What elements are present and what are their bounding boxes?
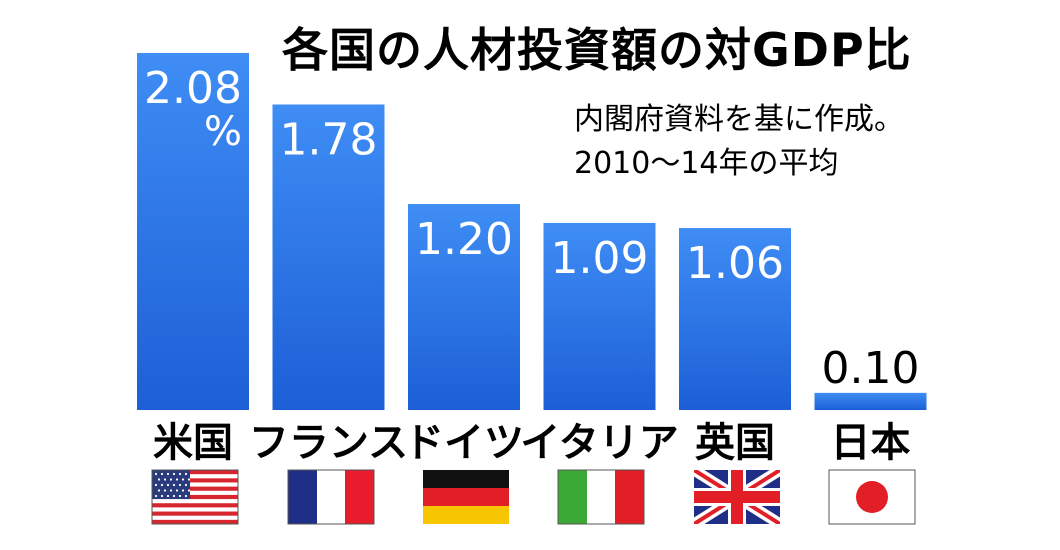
unit-label: % — [204, 109, 242, 155]
category-label-4: 英国 — [695, 420, 775, 466]
value-label-2: 1.20 — [415, 214, 513, 265]
italy-flag-icon — [557, 469, 645, 525]
value-label-0: 2.08 — [144, 63, 242, 114]
category-label-1: フランス — [249, 420, 408, 466]
category-label-0: 米国 — [153, 420, 233, 466]
chart-annotation: 内閣府資料を基に作成。 2010〜14年の平均 — [574, 98, 904, 186]
bar-4 — [679, 228, 791, 410]
annotation-line-1: 内閣府資料を基に作成。 — [574, 102, 904, 137]
bar-0 — [137, 53, 249, 410]
category-label-5: 日本 — [831, 420, 911, 466]
value-label-4: 1.06 — [686, 238, 784, 289]
value-label-5: 0.10 — [822, 343, 920, 394]
bar-2 — [408, 204, 520, 410]
uk-flag-icon — [694, 470, 780, 524]
bar-5 — [814, 392, 927, 410]
category-label-3: イタリア — [520, 420, 678, 466]
bar-3 — [543, 222, 656, 410]
category-label-2: ドイツ — [404, 420, 524, 466]
value-label-3: 1.09 — [551, 233, 649, 284]
france-flag-icon — [287, 469, 375, 525]
bars-group — [137, 53, 927, 410]
bar-1 — [272, 104, 385, 410]
germany-flag-icon — [423, 470, 509, 524]
chart-title: 各国の人材投資額の対GDP比 — [282, 23, 912, 77]
annotation-line-2: 2010〜14年の平均 — [574, 146, 839, 181]
value-label-1: 1.78 — [280, 114, 378, 165]
japan-flag-icon — [828, 469, 916, 525]
value-labels-group: 2.08% 1.78 1.20 1.09 1.06 0.10 — [144, 63, 919, 394]
us-flag-icon — [151, 469, 239, 525]
